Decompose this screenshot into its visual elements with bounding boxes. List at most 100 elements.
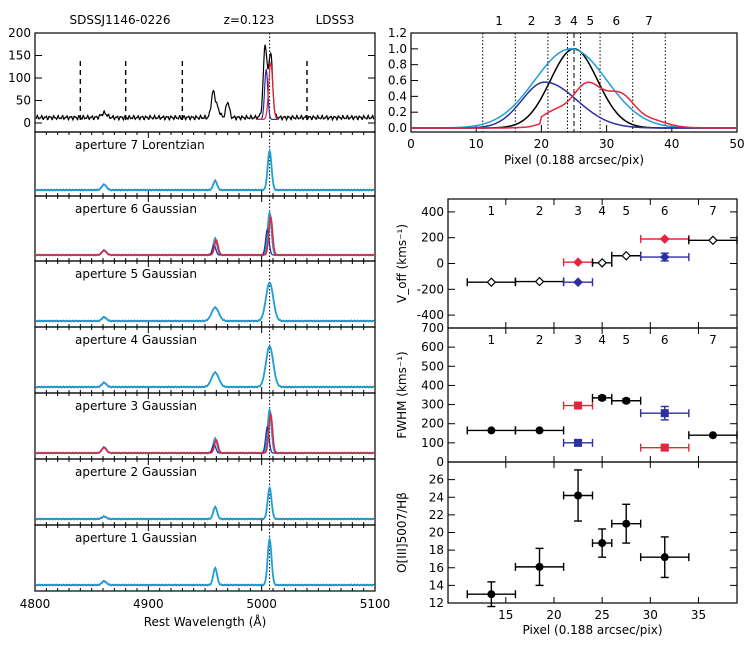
spectrum-fit-cyan [36,406,374,454]
ytick-label-voff: 0 [436,257,444,271]
ytick-label-profile: 0.8 [388,58,407,72]
aperture-number-profile: 7 [645,14,653,28]
xtick-label-profile: 50 [729,137,744,151]
ytick-label-profile: 0.2 [388,105,407,119]
ratio-point [487,590,496,599]
ytick-label-profile: 0.6 [388,74,407,88]
ratio-point [598,539,607,548]
ytick-label-fwhm: 300 [421,398,444,412]
title-instrument: LDSS3 [316,13,355,27]
ytick-label-profile: 1.2 [388,26,407,40]
xtick-label-profile: 40 [664,137,679,151]
voff-panel: -400 -200 0 200 400 V_off (kms⁻¹) 1 2 3 4 5 6 7 [395,198,738,329]
spectrum-panel-ap2: aperture 2 Gaussian [34,458,376,526]
fwhm-point [574,438,583,447]
spectrum-panel-ap3: aperture 3 Gaussian [34,392,376,460]
spectrum-fit-cyan [36,281,374,322]
xtick-label-spectra: 5100 [360,597,391,611]
ytick-label-voff: -400 [417,308,444,322]
voff-point [597,258,607,268]
voff-point [573,277,583,288]
fwhm-point [598,393,607,402]
spectrum-panel-ap7: aperture 7 Lorentzian [34,131,376,197]
xtick-label-spectra: 4800 [20,597,51,611]
xtick-label-ratio: 20 [546,608,561,622]
fwhm-point [622,396,631,405]
xtick-label-ratio: 30 [643,608,658,622]
ytick-label-voff: -200 [417,282,444,296]
voff-point [708,235,718,246]
aperture-number-fwhm: 6 [661,333,669,347]
ytick-label-ratio: 18 [429,543,444,557]
aperture-number-voff: 1 [488,204,496,218]
spectrum-data [35,345,375,389]
spectrum-fit-red [35,411,375,454]
xlabel-ratio: Pixel (0.188 arcsec/pix) [522,623,662,637]
ytick-label-fwhm: 0 [436,455,444,469]
ytick-label-fwhm: 500 [421,359,444,373]
xtick-label-profile: 10 [469,137,484,151]
aperture-number-profile: 1 [495,14,503,28]
ytick-label-top: 50 [16,94,31,108]
spectrum-fit-cyan [36,485,374,520]
ytick-label-top: 0 [23,116,31,130]
voff-point [659,234,670,244]
xtick-label-profile: 30 [599,137,614,151]
panel-label: aperture 1 Gaussian [75,531,197,545]
aperture-number-profile: 6 [613,14,621,28]
aperture-number-voff: 3 [574,204,582,218]
fwhm-point [708,431,717,440]
panel-label: aperture 3 Gaussian [75,399,197,413]
ratio-panel: 12 14 16 18 20 22 24 26 O[III]5007/Hβ [395,461,738,610]
xlabel-profile: Pixel (0.188 arcsec/pix) [504,153,644,167]
ytick-label-fwhm: 100 [421,436,444,450]
xtick-label-ratio: 25 [594,608,609,622]
ytick-label-fwhm: 700 [421,321,444,335]
voff-point [573,257,583,268]
aperture-number-fwhm: 1 [488,333,496,347]
fwhm-panel: 0 100 200 300 400 500 600 700 FWHM (kms⁻¹) 1 2 3 4 5 6… [395,321,738,469]
xtick-label-profile: 20 [534,137,549,151]
top-spectrum-line [35,44,375,122]
spectrum-fit-red [35,214,375,256]
ytick-label-fwhm: 600 [421,340,444,354]
ytick-label-fwhm: 400 [421,378,444,392]
fwhm-point [487,426,496,435]
xtick-label-profile: 0 [407,137,415,151]
ytick-label-top: 150 [8,49,31,63]
panel-label: aperture 6 Gaussian [75,202,197,216]
xtick-label-spectra: 4900 [133,597,164,611]
spectrum-panel-ap5: aperture 5 Gaussian [34,260,376,328]
spectrum-panel-ap4: aperture 4 Gaussian [34,326,376,394]
xtick-label-spectra: 5000 [246,597,277,611]
ytick-label-ratio: 26 [429,473,444,487]
ytick-label-profile: 0.0 [388,121,407,135]
aperture-number-fwhm: 4 [598,333,606,347]
spectrum-data [35,408,375,455]
ratio-point [660,553,669,562]
ylabel-fwhm: FWHM (kms⁻¹) [395,351,409,438]
aperture-number-voff: 5 [622,204,630,218]
fwhm-point [660,443,669,452]
spectrum-data [35,487,375,521]
panel-label: aperture 5 Gaussian [75,267,197,281]
spectrum-fit-cyan [36,536,374,586]
ytick-label-profile: 0.4 [388,89,407,103]
spectrum-panel-ap6: aperture 6 Gaussian [34,195,376,262]
voff-point [534,276,545,287]
spectrum-data [35,211,375,257]
xlabel-spectra: Rest Wavelength (Å) [144,614,267,629]
ytick-label-ratio: 22 [429,508,444,522]
ytick-label-ratio: 14 [429,578,444,592]
aperture-number-fwhm: 3 [574,333,582,347]
spectrum-data [35,282,375,323]
xtick-label-ratio: 15 [498,608,513,622]
ratio-point [535,562,544,571]
aperture-number-voff: 4 [598,204,606,218]
ytick-label-voff: 400 [421,205,444,219]
ytick-label-fwhm: 200 [421,417,444,431]
fwhm-point [574,401,583,410]
ytick-label-ratio: 24 [429,490,444,504]
spectrum-fit-cyan [36,209,374,256]
